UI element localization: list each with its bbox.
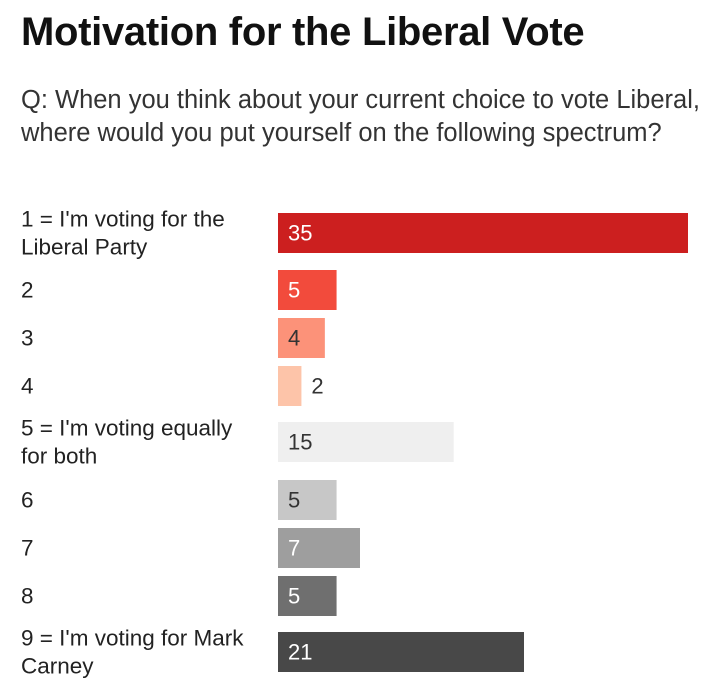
value-label: 15 bbox=[288, 430, 312, 455]
category-label: 3 bbox=[21, 326, 34, 351]
chart-title: Motivation for the Liberal Vote bbox=[21, 10, 585, 54]
value-label: 5 bbox=[288, 278, 300, 303]
category-label: 1 = I'm voting for the bbox=[21, 207, 225, 232]
category-label: 8 bbox=[21, 584, 34, 609]
bar bbox=[278, 576, 337, 616]
category-label: Liberal Party bbox=[21, 235, 148, 260]
bar bbox=[278, 213, 688, 253]
bar bbox=[278, 270, 337, 310]
category-label: for both bbox=[21, 444, 97, 469]
bar bbox=[278, 318, 325, 358]
value-label: 5 bbox=[288, 584, 300, 609]
category-label: 6 bbox=[21, 488, 34, 513]
bar bbox=[278, 366, 302, 406]
bar bbox=[278, 422, 454, 462]
category-label: 4 bbox=[21, 374, 34, 399]
category-label: 2 bbox=[21, 278, 34, 303]
category-label: 9 = I'm voting for Mark bbox=[21, 626, 244, 651]
category-label: Carney bbox=[21, 654, 94, 679]
bar bbox=[278, 632, 524, 672]
value-label: 7 bbox=[288, 536, 300, 561]
category-label: 5 = I'm voting equally bbox=[21, 416, 233, 441]
value-label: 4 bbox=[288, 326, 300, 351]
chart-subtitle: Q: When you think about your current cho… bbox=[21, 86, 700, 147]
bar bbox=[278, 528, 360, 568]
category-label: 7 bbox=[21, 536, 34, 561]
value-label: 2 bbox=[311, 374, 323, 399]
bar bbox=[278, 480, 337, 520]
value-label: 21 bbox=[288, 640, 312, 665]
value-label: 35 bbox=[288, 221, 312, 246]
value-label: 5 bbox=[288, 488, 300, 513]
